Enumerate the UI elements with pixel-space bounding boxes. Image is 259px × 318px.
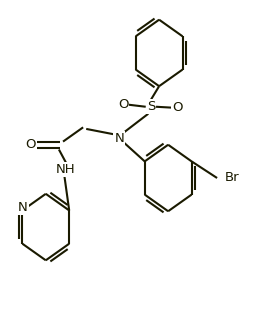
Text: N: N bbox=[114, 132, 124, 145]
Text: N: N bbox=[18, 201, 28, 214]
Text: O: O bbox=[172, 101, 182, 114]
Text: NH: NH bbox=[56, 162, 76, 176]
Text: O: O bbox=[25, 138, 35, 151]
Text: O: O bbox=[118, 98, 128, 111]
Text: Br: Br bbox=[225, 171, 239, 184]
Text: S: S bbox=[147, 100, 155, 113]
